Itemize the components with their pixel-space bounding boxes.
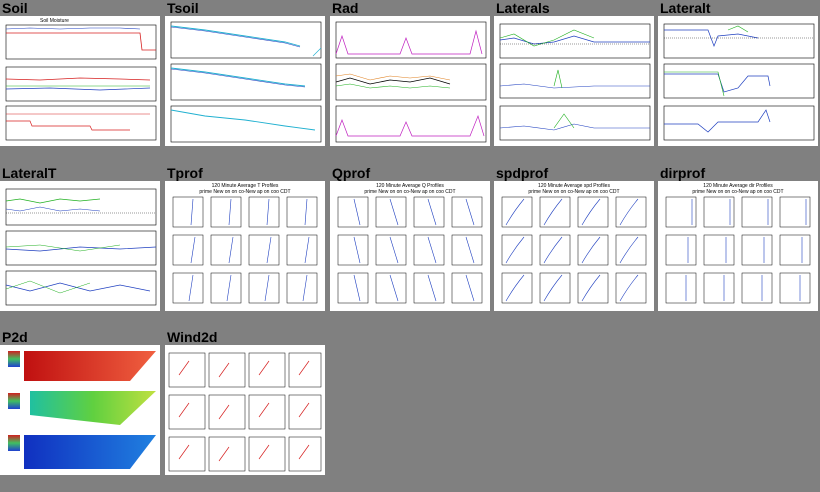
lateralT-thumbnail[interactable] bbox=[0, 181, 160, 311]
spdprof-plot: 120 Minute Average spd Profiles prime Ne… bbox=[501, 183, 647, 304]
tile-laterals: Laterals bbox=[494, 0, 654, 146]
tile-wind2d: Wind2d bbox=[165, 329, 325, 475]
tile-title: Laterals bbox=[496, 0, 550, 16]
soil-plot: Soil Moisture bbox=[5, 18, 157, 141]
tprof-plot: 120 Minute Average T Profiles prime New … bbox=[172, 183, 318, 304]
tile-rad: Rad bbox=[330, 0, 490, 146]
rad-plot bbox=[335, 21, 487, 143]
laterals-thumbnail[interactable] bbox=[494, 16, 654, 146]
tile-dirprof: dirprof 120 Minute Average dir Profiles … bbox=[658, 165, 818, 311]
svg-text:Soil Moisture: Soil Moisture bbox=[40, 18, 69, 24]
tile-title: P2d bbox=[2, 329, 28, 345]
dirprof-plot: 120 Minute Average dir Profiles prime Ne… bbox=[665, 183, 811, 304]
soil-thumbnail[interactable]: Soil Moisture bbox=[0, 16, 160, 146]
wind2d-plot bbox=[168, 352, 322, 472]
tile-lateralT-upper: LateralT bbox=[0, 165, 160, 311]
lateralt-thumbnail[interactable] bbox=[658, 16, 818, 146]
chart-subtitle: prime New on on co-New ap on coo CDT bbox=[199, 189, 290, 195]
tile-spdprof: spdprof 120 Minute Average spd Profiles … bbox=[494, 165, 654, 311]
tile-title: Tsoil bbox=[167, 0, 199, 16]
tile-tprof: Tprof 120 Minute Average T Profiles prim… bbox=[165, 165, 325, 311]
wind2d-thumbnail[interactable] bbox=[165, 345, 325, 475]
tprof-thumbnail[interactable]: 120 Minute Average T Profiles prime New … bbox=[165, 181, 325, 311]
tsoil-plot bbox=[170, 21, 322, 143]
tile-title: Wind2d bbox=[167, 329, 218, 345]
chart-title: 120 Minute Average spd Profiles bbox=[538, 183, 610, 189]
profile-grid bbox=[172, 196, 318, 304]
tile-title: Lateralt bbox=[660, 0, 711, 16]
tile-title: LateralT bbox=[2, 165, 57, 181]
p2d-thumbnail[interactable] bbox=[0, 345, 160, 475]
tile-tsoil: Tsoil bbox=[165, 0, 325, 146]
chart-title: 120 Minute Average T Profiles bbox=[212, 183, 279, 189]
dirprof-thumbnail[interactable]: 120 Minute Average dir Profiles prime Ne… bbox=[658, 181, 818, 311]
tile-title: dirprof bbox=[660, 165, 706, 181]
lateralT-plot bbox=[5, 188, 157, 306]
tile-title: Tprof bbox=[167, 165, 203, 181]
qprof-thumbnail[interactable]: 120 Minute Average Q Profiles prime New … bbox=[330, 181, 490, 311]
rad-thumbnail[interactable] bbox=[330, 16, 490, 146]
chart-subtitle: prime New on on co-New ap on coo CDT bbox=[692, 189, 783, 195]
tile-soil: Soil Soil Moisture bbox=[0, 0, 160, 146]
lateralt-plot bbox=[663, 23, 815, 141]
tile-title: Rad bbox=[332, 0, 359, 16]
tile-p2d: P2d bbox=[0, 329, 160, 475]
laterals-plot bbox=[499, 23, 651, 141]
tile-lateralt: Lateralt bbox=[658, 0, 818, 146]
spdprof-thumbnail[interactable]: 120 Minute Average spd Profiles prime Ne… bbox=[494, 181, 654, 311]
tile-qprof: Qprof 120 Minute Average Q Profiles prim… bbox=[330, 165, 490, 311]
tsoil-thumbnail[interactable] bbox=[165, 16, 325, 146]
chart-subtitle: prime New on on co-New ap on coo CDT bbox=[528, 189, 619, 195]
chart-title: 120 Minute Average dir Profiles bbox=[703, 183, 773, 189]
tile-title: Qprof bbox=[332, 165, 371, 181]
p2d-plot bbox=[8, 351, 156, 469]
tile-title: spdprof bbox=[496, 165, 549, 181]
chart-title: 120 Minute Average Q Profiles bbox=[376, 183, 444, 189]
tile-title: Soil bbox=[2, 0, 28, 16]
chart-subtitle: prime New on on co-New ap on coo CDT bbox=[364, 189, 455, 195]
qprof-plot: 120 Minute Average Q Profiles prime New … bbox=[337, 183, 483, 304]
